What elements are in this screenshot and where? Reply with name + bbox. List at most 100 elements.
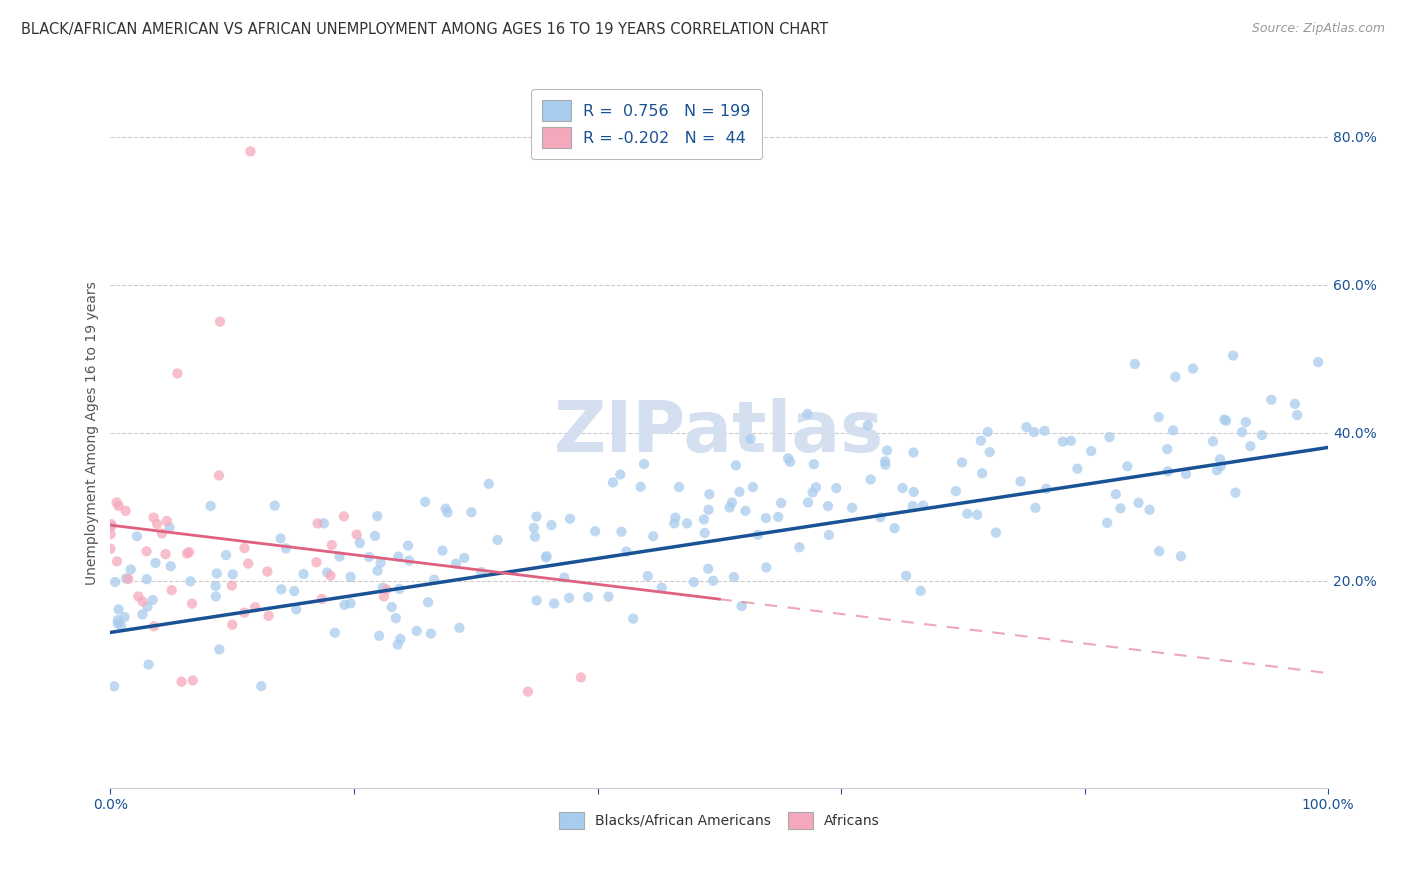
Point <box>486 533 509 547</box>
Point <box>100 541 122 556</box>
Point <box>205 590 228 604</box>
Point <box>125 529 148 543</box>
Point <box>910 583 932 598</box>
Point <box>536 549 558 564</box>
Point <box>697 562 720 576</box>
Point <box>270 582 292 597</box>
Point <box>170 674 193 689</box>
Text: ZIPatlas: ZIPatlas <box>554 398 884 467</box>
Point <box>1161 424 1184 438</box>
Point <box>876 443 898 458</box>
Point <box>1128 496 1150 510</box>
Point <box>416 595 439 609</box>
Point <box>283 584 305 599</box>
Point <box>359 549 381 564</box>
Point <box>875 454 897 468</box>
Point <box>166 367 188 381</box>
Point <box>434 501 457 516</box>
Point <box>972 467 994 481</box>
Point <box>693 512 716 526</box>
Point <box>1170 549 1192 564</box>
Point <box>256 565 278 579</box>
Point <box>569 670 592 684</box>
Point <box>883 521 905 535</box>
Point <box>664 510 686 524</box>
Point <box>526 509 548 524</box>
Point <box>274 541 297 556</box>
Point <box>349 536 371 550</box>
Point <box>145 556 167 570</box>
Point <box>238 557 260 571</box>
Point <box>723 570 745 584</box>
Point <box>100 519 122 533</box>
Point <box>243 600 266 615</box>
Point <box>668 480 690 494</box>
Point <box>449 621 471 635</box>
Point <box>1060 434 1083 448</box>
Point <box>1230 425 1253 439</box>
Point <box>107 499 129 513</box>
Point <box>371 581 394 595</box>
Point <box>803 457 825 471</box>
Point <box>381 600 404 615</box>
Point <box>323 625 346 640</box>
Point <box>779 455 801 469</box>
Point <box>127 590 149 604</box>
Point <box>117 572 139 586</box>
Point <box>136 599 159 614</box>
Point <box>633 457 655 471</box>
Point <box>1147 410 1170 425</box>
Point <box>841 500 863 515</box>
Point <box>135 572 157 586</box>
Point <box>159 559 181 574</box>
Point <box>1164 369 1187 384</box>
Point <box>741 480 763 494</box>
Point <box>370 556 392 570</box>
Point <box>1123 357 1146 371</box>
Point <box>453 550 475 565</box>
Point <box>979 445 1001 459</box>
Point <box>755 560 778 574</box>
Point <box>755 511 778 525</box>
Point <box>339 570 361 584</box>
Point <box>1033 424 1056 438</box>
Point <box>179 574 201 589</box>
Point <box>1209 459 1232 474</box>
Point <box>984 525 1007 540</box>
Point <box>789 541 811 555</box>
Point <box>312 516 335 531</box>
Point <box>651 581 673 595</box>
Point <box>419 626 441 640</box>
Point <box>610 524 633 539</box>
Point <box>142 619 165 633</box>
Point <box>1066 461 1088 475</box>
Point <box>1139 502 1161 516</box>
Point <box>747 527 769 541</box>
Point <box>107 616 129 631</box>
Point <box>637 569 659 583</box>
Point <box>818 528 841 542</box>
Point <box>405 624 427 638</box>
Point <box>702 574 724 588</box>
Point <box>912 499 935 513</box>
Point <box>221 617 243 632</box>
Y-axis label: Unemployment Among Ages 16 to 19 years: Unemployment Among Ages 16 to 19 years <box>86 281 100 584</box>
Point <box>208 468 231 483</box>
Point <box>576 590 599 604</box>
Point <box>208 315 231 329</box>
Point <box>396 539 419 553</box>
Point <box>432 543 454 558</box>
Point <box>630 480 652 494</box>
Point <box>107 602 129 616</box>
Point <box>205 566 228 581</box>
Point <box>1147 544 1170 558</box>
Point <box>1010 475 1032 489</box>
Point <box>305 555 328 569</box>
Point <box>114 610 136 624</box>
Point <box>367 564 389 578</box>
Point <box>104 575 127 590</box>
Point <box>903 445 925 459</box>
Point <box>516 684 538 698</box>
Point <box>1284 397 1306 411</box>
Point <box>598 590 620 604</box>
